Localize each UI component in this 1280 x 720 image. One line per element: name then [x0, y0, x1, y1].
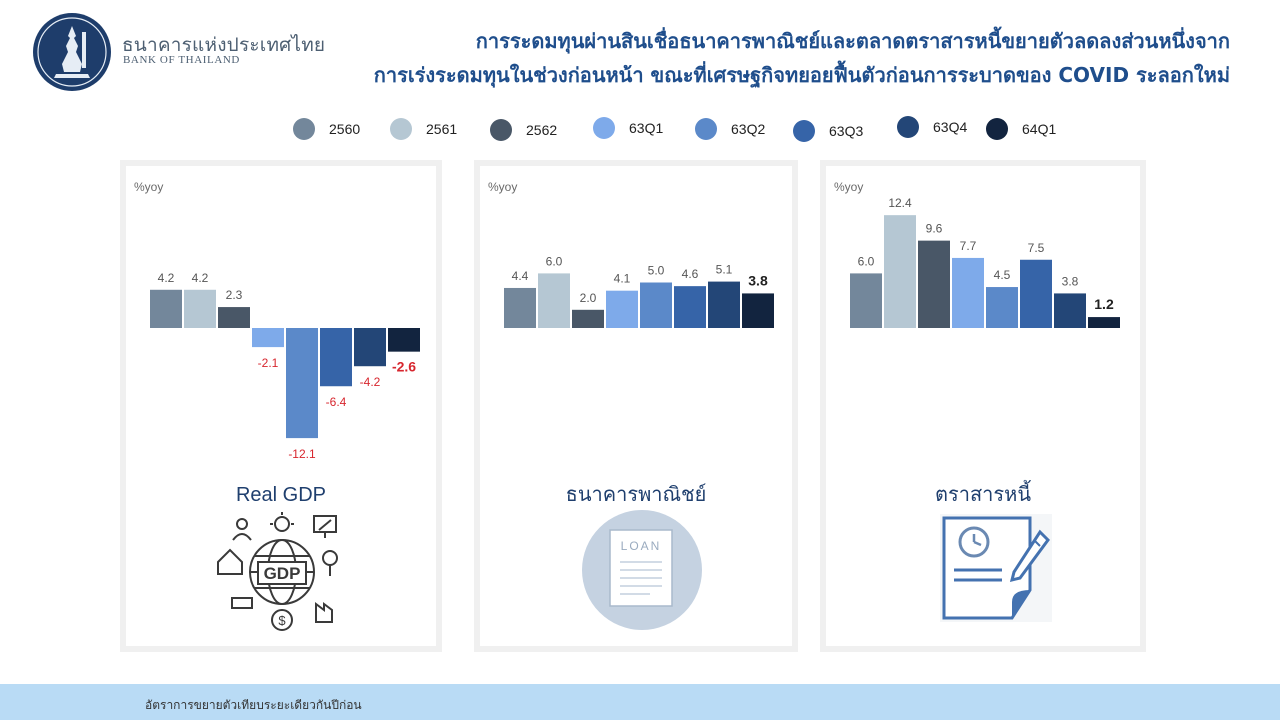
panel-title-commercial-banks: ธนาคารพาณิชย์ — [565, 484, 707, 506]
bar-63q2 — [286, 328, 318, 439]
bar-64q1 — [742, 293, 774, 328]
gdp-globe-icon: GDP $ — [217, 512, 338, 631]
legend-swatch — [293, 118, 315, 140]
bar-2560 — [850, 273, 882, 328]
bar-63q3 — [320, 328, 352, 387]
legend-label: 2560 — [329, 121, 361, 137]
legend-item-64q1: 64Q1 — [986, 118, 1056, 140]
legend-label: 2561 — [426, 121, 458, 137]
data-label-2561: 4.2 — [192, 271, 209, 285]
data-label-2562: 9.6 — [926, 222, 943, 236]
data-label-63q3: 4.6 — [682, 267, 699, 281]
data-label-63q4: 5.1 — [716, 263, 733, 277]
data-label-63q2: 5.0 — [648, 264, 665, 278]
data-label-2560: 4.4 — [512, 269, 529, 283]
legend-item-63q1: 63Q1 — [593, 117, 663, 139]
legend-label: 63Q1 — [629, 120, 664, 136]
legend-label: 63Q2 — [731, 121, 766, 137]
legend-swatch — [390, 118, 412, 140]
bar-63q3 — [1020, 259, 1052, 328]
legend-swatch — [897, 116, 919, 138]
bonds-bar-chart: 6.0 12.4 9.6 7.7 4.5 7.5 3.8 1.2 — [850, 196, 1120, 328]
footer-bar: อัตราการขยายตัวเทียบระยะเดียวกันปีก่อน — [0, 684, 1280, 720]
title-line-2: การเร่งระดมทุนในช่วงก่อนหน้า ขณะที่เศรษฐ… — [373, 63, 1230, 87]
data-label-2561: 6.0 — [546, 254, 563, 268]
org-name-thai: ธนาคารแห่งประเทศไทย — [122, 34, 326, 56]
bar-2562 — [218, 307, 250, 328]
bar-63q4 — [708, 281, 740, 328]
data-label-63q4: -4.2 — [360, 375, 381, 389]
panel-commercial-banks: %yoy 4.4 6.0 2.0 4.1 5.0 4.6 5.1 3.8 ธนาคารพาณิ… — [474, 160, 798, 652]
data-label-63q1: -2.1 — [258, 356, 279, 370]
legend-label: 64Q1 — [1022, 121, 1057, 137]
panel-real-gdp: %yoy 4.2 4.2 2.3 -2.1 -12.1 -6.4 -4.2 -2.6 Real… — [120, 160, 442, 652]
data-label-63q1: 4.1 — [614, 272, 631, 286]
legend-swatch — [793, 120, 815, 142]
gdp-icon-text: GDP — [264, 564, 301, 583]
data-label-64q1: 3.8 — [748, 272, 768, 288]
banks-bar-chart: 4.4 6.0 2.0 4.1 5.0 4.6 5.1 3.8 — [504, 254, 774, 328]
bar-63q4 — [354, 328, 386, 367]
page-title: การระดมทุนผ่านสินเชื่อธนาคารพาณิชย์และตล… — [330, 24, 1230, 92]
data-label-64q1: -2.6 — [392, 359, 416, 375]
panel-bonds: %yoy 6.0 12.4 9.6 7.7 4.5 7.5 3.8 1.2 ตราสารหนี… — [820, 160, 1146, 652]
legend-swatch — [695, 118, 717, 140]
data-label-2561: 12.4 — [888, 196, 912, 210]
yoy-label: %yoy — [488, 180, 518, 194]
bar-63q1 — [252, 328, 284, 348]
legend-label: 2562 — [526, 122, 558, 138]
legend-label: 63Q4 — [933, 119, 968, 135]
bar-2562 — [572, 309, 604, 328]
yoy-label: %yoy — [134, 180, 164, 194]
data-label-63q3: -6.4 — [326, 395, 347, 409]
bar-63q2 — [640, 282, 672, 328]
gdp-bar-chart: 4.2 4.2 2.3 -2.1 -12.1 -6.4 -4.2 -2.6 — [150, 271, 420, 461]
legend-swatch — [490, 119, 512, 141]
legend-item-2561: 2561 — [390, 118, 457, 140]
title-line-1: การระดมทุนผ่านสินเชื่อธนาคารพาณิชย์และตล… — [475, 29, 1230, 53]
legend-item-63q4: 63Q4 — [897, 116, 967, 138]
legend-item-2562: 2562 — [490, 119, 557, 141]
legend-swatch — [986, 118, 1008, 140]
bar-63q4 — [1054, 293, 1086, 328]
data-label-63q2: 4.5 — [994, 268, 1011, 282]
data-label-2560: 6.0 — [858, 254, 875, 268]
data-label-2562: 2.3 — [226, 288, 243, 302]
loan-document-icon: LOAN — [582, 510, 702, 630]
legend-item-63q2: 63Q2 — [695, 118, 765, 140]
legend-item-63q3: 63Q3 — [793, 120, 863, 142]
bar-63q2 — [986, 287, 1018, 328]
footer-note: อัตราการขยายตัวเทียบระยะเดียวกันปีก่อน — [145, 698, 362, 712]
org-name-english: BANK OF THAILAND — [123, 54, 240, 66]
data-label-63q1: 7.7 — [960, 239, 977, 253]
bar-2561 — [184, 289, 216, 328]
bar-2562 — [918, 240, 950, 328]
panel-title-real-gdp: Real GDP — [235, 484, 327, 506]
data-label-2560: 4.2 — [158, 271, 175, 285]
panel-title-bonds: ตราสารหนี้ — [935, 484, 1031, 506]
legend-swatch — [593, 117, 615, 139]
data-label-64q1: 1.2 — [1094, 296, 1114, 312]
svg-text:$: $ — [278, 613, 286, 628]
bar-63q3 — [674, 286, 706, 328]
bond-document-icon — [940, 514, 1052, 622]
data-label-2562: 2.0 — [580, 291, 597, 305]
loan-icon-text: LOAN — [621, 539, 662, 553]
bar-2561 — [884, 215, 916, 328]
legend-label: 63Q3 — [829, 123, 864, 139]
bar-64q1 — [1088, 317, 1120, 328]
bar-64q1 — [388, 328, 420, 352]
bar-2560 — [504, 287, 536, 328]
data-label-63q3: 7.5 — [1028, 241, 1045, 255]
bar-63q1 — [606, 290, 638, 328]
legend-item-2560: 2560 — [293, 118, 360, 140]
chart-legend: 2560 2561 2562 63Q1 63Q2 63Q3 63Q4 64Q1 — [0, 112, 1280, 152]
data-label-63q4: 3.8 — [1062, 274, 1079, 288]
bar-2561 — [538, 273, 570, 328]
yoy-label: %yoy — [834, 180, 864, 194]
bar-63q1 — [952, 257, 984, 328]
bar-2560 — [150, 289, 182, 328]
bank-of-thailand-logo — [33, 13, 111, 91]
data-label-63q2: -12.1 — [288, 447, 316, 461]
